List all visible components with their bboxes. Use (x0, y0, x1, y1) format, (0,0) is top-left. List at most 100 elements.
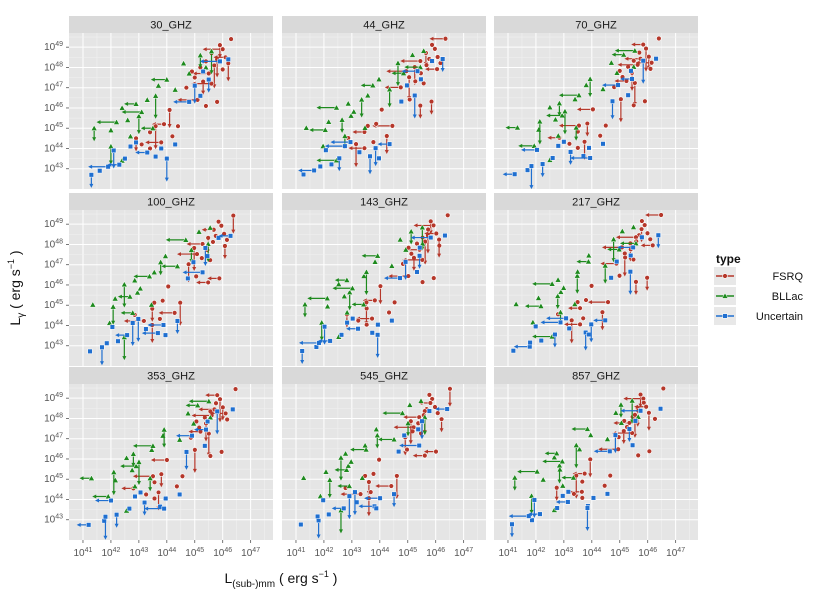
legend-key-marker (721, 292, 729, 299)
y-tick-label: 1047 (44, 82, 63, 94)
data-point-uncertain (626, 426, 632, 443)
x-tick-label: 1043 (342, 547, 361, 559)
point-marker (379, 106, 385, 113)
data-point-uncertain (608, 275, 614, 281)
arrow-head (395, 82, 400, 87)
point-marker (642, 98, 648, 104)
data-point-fsrq (584, 120, 591, 137)
arrow-head (607, 247, 612, 252)
arrow-head (588, 300, 593, 305)
arrow-head (378, 437, 383, 442)
y-tick-label: 1045 (44, 122, 63, 134)
point-marker (428, 98, 435, 105)
data-point-bllac (361, 252, 382, 259)
arrow-head (184, 465, 189, 470)
data-point-bllac (619, 239, 640, 246)
point-marker (206, 224, 214, 231)
data-point-fsrq (372, 123, 396, 129)
point-marker (533, 323, 539, 329)
arrow-head (124, 101, 129, 106)
point-marker (211, 62, 218, 69)
data-point-fsrq (436, 236, 442, 258)
arrow-head (574, 464, 579, 469)
point-marker (628, 252, 634, 259)
point-marker (174, 262, 181, 269)
data-point-uncertain (87, 348, 93, 354)
arrow-head (360, 83, 365, 88)
data-point-bllac (107, 126, 115, 133)
data-point-fsrq (425, 66, 440, 72)
data-point-uncertain (628, 252, 634, 259)
point-marker (604, 491, 611, 497)
y-tick-label: 1044 (44, 142, 63, 154)
data-point-uncertain (143, 326, 149, 332)
data-point-bllac (512, 300, 520, 307)
point-marker (637, 408, 644, 414)
data-point-bllac (184, 409, 192, 417)
point-marker (316, 492, 324, 499)
point-marker (426, 392, 433, 398)
arrow-head (130, 341, 135, 346)
point-marker (216, 275, 223, 282)
point-marker (615, 82, 621, 88)
data-point-fsrq (646, 410, 652, 431)
point-marker (132, 462, 140, 469)
arrow-head (209, 411, 214, 416)
point-marker (88, 172, 94, 178)
point-marker (143, 96, 151, 103)
data-point-fsrq (228, 36, 234, 42)
data-point-bllac (316, 492, 324, 499)
x-tick-label: 1046 (638, 547, 657, 559)
arrow-head (352, 511, 357, 516)
arrow-head (207, 276, 212, 281)
point-marker (552, 115, 559, 123)
data-point-fsrq (198, 406, 218, 413)
data-point-fsrq (192, 70, 212, 77)
point-marker (406, 74, 412, 80)
data-point-fsrq (424, 230, 440, 237)
point-marker (318, 319, 326, 326)
point-marker (338, 116, 346, 123)
arrow-head (231, 229, 236, 234)
data-point-fsrq (404, 446, 410, 453)
data-point-bllac (618, 419, 625, 426)
data-point-fsrq (641, 399, 647, 406)
data-point-bllac (190, 420, 198, 427)
arrow-head (588, 473, 593, 478)
data-point-uncertain (630, 442, 636, 448)
point-marker (581, 470, 588, 477)
point-marker (554, 276, 562, 283)
point-marker (644, 230, 651, 236)
point-marker (560, 493, 566, 499)
point-marker (377, 283, 384, 289)
data-point-fsrq (210, 239, 216, 245)
data-point-uncertain (403, 259, 409, 280)
data-point-fsrq (631, 102, 637, 109)
point-marker (637, 391, 644, 398)
point-marker (588, 283, 595, 289)
point-marker (387, 141, 393, 147)
data-point-fsrq (438, 416, 445, 433)
point-marker (599, 85, 607, 92)
point-marker (149, 124, 157, 131)
point-marker (190, 259, 196, 265)
point-marker (634, 413, 642, 420)
point-marker (313, 344, 319, 350)
x-tick-label: 1045 (398, 547, 417, 559)
point-marker (394, 473, 400, 479)
point-marker (428, 235, 434, 241)
data-point-uncertain (401, 68, 421, 74)
data-point-uncertain (440, 56, 446, 73)
data-point-fsrq (217, 42, 223, 59)
data-point-fsrq (355, 317, 361, 324)
arrow-head (132, 474, 137, 479)
arrow-head (205, 393, 210, 398)
arrow-head (598, 447, 603, 452)
point-marker (107, 126, 115, 133)
arrow-head (620, 76, 625, 81)
arrow-head (206, 257, 211, 262)
arrow-head (364, 291, 369, 296)
point-marker (123, 454, 130, 461)
point-marker (390, 435, 398, 443)
point-marker (609, 98, 616, 104)
